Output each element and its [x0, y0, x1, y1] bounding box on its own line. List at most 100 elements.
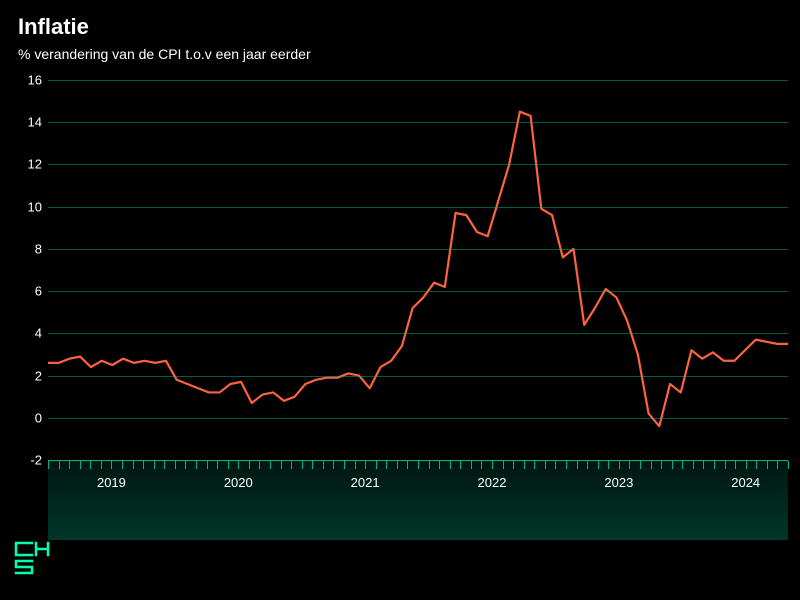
x-tick-minor	[545, 461, 546, 469]
x-tick-minor	[69, 461, 70, 469]
x-tick-minor	[207, 461, 208, 469]
y-axis-label: 16	[14, 73, 42, 88]
inflation-line	[48, 112, 788, 427]
x-tick-minor	[281, 461, 282, 469]
x-tick-minor	[682, 461, 683, 469]
x-tick-minor	[767, 461, 768, 469]
x-tick-minor	[143, 461, 144, 469]
x-tick-minor	[471, 461, 472, 469]
x-tick-minor	[90, 461, 91, 469]
x-tick-minor	[577, 461, 578, 469]
chart-title: Inflatie	[18, 14, 89, 40]
x-tick-minor	[80, 461, 81, 469]
x-tick-minor	[365, 461, 366, 469]
x-axis-label: 2024	[731, 475, 760, 490]
y-axis-label: 0	[14, 410, 42, 425]
x-tick-minor	[513, 461, 514, 469]
x-tick-minor	[259, 461, 260, 469]
x-tick-minor	[598, 461, 599, 469]
gridline	[48, 291, 788, 292]
x-tick-minor	[164, 461, 165, 469]
x-tick-minor	[587, 461, 588, 469]
x-tick-minor	[429, 461, 430, 469]
x-tick-minor	[196, 461, 197, 469]
x-tick-minor	[481, 461, 482, 469]
x-tick-minor	[133, 461, 134, 469]
x-tick-minor	[503, 461, 504, 469]
x-tick-minor	[439, 461, 440, 469]
x-tick-minor	[291, 461, 292, 469]
x-tick-minor	[333, 461, 334, 469]
x-tick-minor	[122, 461, 123, 469]
x-tick-minor	[777, 461, 778, 469]
gridline	[48, 80, 788, 81]
x-tick-minor	[661, 461, 662, 469]
x-tick-minor	[524, 461, 525, 469]
x-tick-minor	[735, 461, 736, 469]
x-tick-minor	[185, 461, 186, 469]
x-tick-minor	[788, 461, 789, 469]
x-tick-minor	[101, 461, 102, 469]
x-tick-minor	[59, 461, 60, 469]
x-axis-band: 2019 2020 2021 2022 2023 2024	[48, 460, 788, 540]
x-tick-minor	[376, 461, 377, 469]
x-tick-minor	[746, 461, 747, 469]
gridline	[48, 122, 788, 123]
x-tick-minor	[703, 461, 704, 469]
x-tick-minor	[302, 461, 303, 469]
x-axis-label: 2021	[351, 475, 380, 490]
cbs-logo-icon	[14, 541, 54, 582]
y-axis-label: 4	[14, 326, 42, 341]
y-axis-label: 10	[14, 199, 42, 214]
x-tick-minor	[154, 461, 155, 469]
x-tick-minor	[640, 461, 641, 469]
x-tick-minor	[270, 461, 271, 469]
x-tick-minor	[407, 461, 408, 469]
gridline	[48, 249, 788, 250]
x-tick-minor	[249, 461, 250, 469]
x-tick-minor	[397, 461, 398, 469]
gridline	[48, 376, 788, 377]
x-tick-minor	[672, 461, 673, 469]
gridline	[48, 333, 788, 334]
x-tick-minor	[608, 461, 609, 469]
x-tick-minor	[555, 461, 556, 469]
x-tick-minor	[344, 461, 345, 469]
x-tick-minor	[238, 461, 239, 469]
chart-subtitle: % verandering van de CPI t.o.v een jaar …	[18, 46, 311, 62]
x-tick-minor	[492, 461, 493, 469]
x-tick-minor	[693, 461, 694, 469]
x-tick-minor	[725, 461, 726, 469]
x-tick-minor	[312, 461, 313, 469]
x-tick-minor	[756, 461, 757, 469]
x-tick-minor	[651, 461, 652, 469]
gridline	[48, 418, 788, 419]
x-tick-minor	[217, 461, 218, 469]
x-tick-minor	[111, 461, 112, 469]
y-axis-label: 14	[14, 115, 42, 130]
x-tick-minor	[714, 461, 715, 469]
x-axis-label: 2019	[97, 475, 126, 490]
y-axis-label: -2	[14, 453, 42, 468]
x-tick-minor	[629, 461, 630, 469]
x-axis-label: 2023	[604, 475, 633, 490]
y-axis-label: 6	[14, 284, 42, 299]
y-axis-label: 8	[14, 241, 42, 256]
y-axis-label: 2	[14, 368, 42, 383]
x-tick-minor	[175, 461, 176, 469]
x-tick-minor	[323, 461, 324, 469]
x-tick-minor	[386, 461, 387, 469]
x-tick-minor	[450, 461, 451, 469]
x-tick-minor	[355, 461, 356, 469]
x-axis-label: 2022	[478, 475, 507, 490]
x-axis-label: 2020	[224, 475, 253, 490]
x-tick-minor	[48, 461, 49, 469]
y-axis-label: 12	[14, 157, 42, 172]
x-tick-minor	[460, 461, 461, 469]
x-tick-minor	[619, 461, 620, 469]
x-tick-minor	[534, 461, 535, 469]
line-series	[48, 80, 788, 460]
x-tick-minor	[228, 461, 229, 469]
x-tick-minor	[566, 461, 567, 469]
gridline	[48, 164, 788, 165]
